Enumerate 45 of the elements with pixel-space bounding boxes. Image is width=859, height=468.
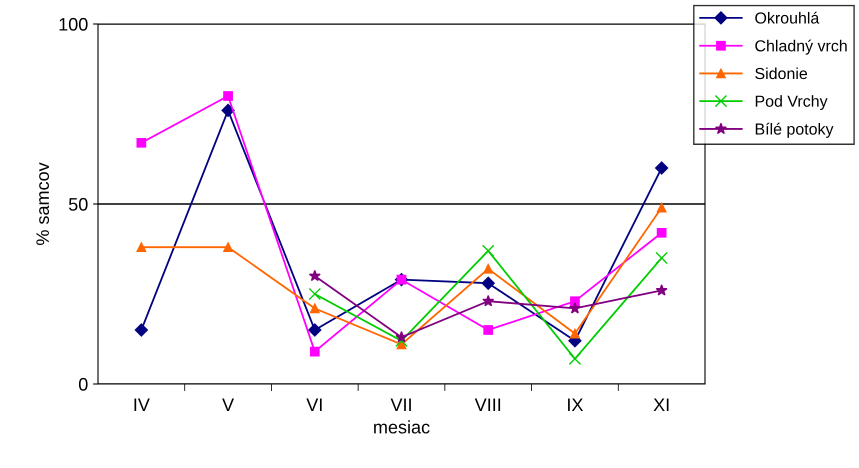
point — [570, 296, 580, 306]
point — [396, 340, 406, 350]
point — [656, 228, 667, 238]
point — [396, 330, 408, 342]
point — [223, 242, 233, 252]
point — [656, 202, 667, 212]
point — [483, 264, 494, 274]
point — [134, 323, 148, 337]
y-tick-label: 50 — [68, 198, 88, 211]
y-tick-label: 100 — [60, 18, 88, 31]
point — [568, 352, 582, 366]
point — [221, 104, 235, 117]
point — [310, 346, 320, 356]
y-axis-title: % samcov — [36, 162, 50, 245]
legend-label: Okrouhlá — [755, 12, 820, 24]
point — [655, 252, 668, 264]
point — [483, 325, 494, 335]
x-tick-label: VII — [390, 398, 411, 411]
point — [570, 328, 580, 338]
legend-label: Sidonie — [755, 67, 808, 80]
x-tick-label: XI — [654, 398, 669, 411]
point — [482, 276, 495, 290]
point — [482, 244, 494, 258]
legend-label: Chladný vrch — [755, 40, 847, 55]
point — [656, 284, 668, 296]
x-tick-label: VI — [306, 398, 322, 411]
point — [308, 323, 322, 337]
x-axis-title: mesiac — [374, 420, 430, 434]
x-tick-label: VIII — [474, 398, 500, 411]
legend-label: Pod Vrchy — [756, 95, 828, 110]
point — [655, 161, 668, 175]
x-tick-label: IX — [568, 398, 584, 411]
x-tick-label: IV — [134, 398, 150, 411]
point — [308, 270, 321, 282]
point — [136, 242, 146, 252]
point — [482, 294, 494, 306]
point — [568, 302, 581, 314]
point — [136, 138, 146, 148]
point — [310, 304, 320, 314]
legend-label: Bílé potoky — [756, 122, 834, 138]
point — [308, 288, 322, 300]
y-tick-label: 0 — [78, 378, 88, 391]
x-tick-label: V — [222, 398, 234, 411]
point — [223, 91, 233, 101]
point — [395, 334, 408, 348]
